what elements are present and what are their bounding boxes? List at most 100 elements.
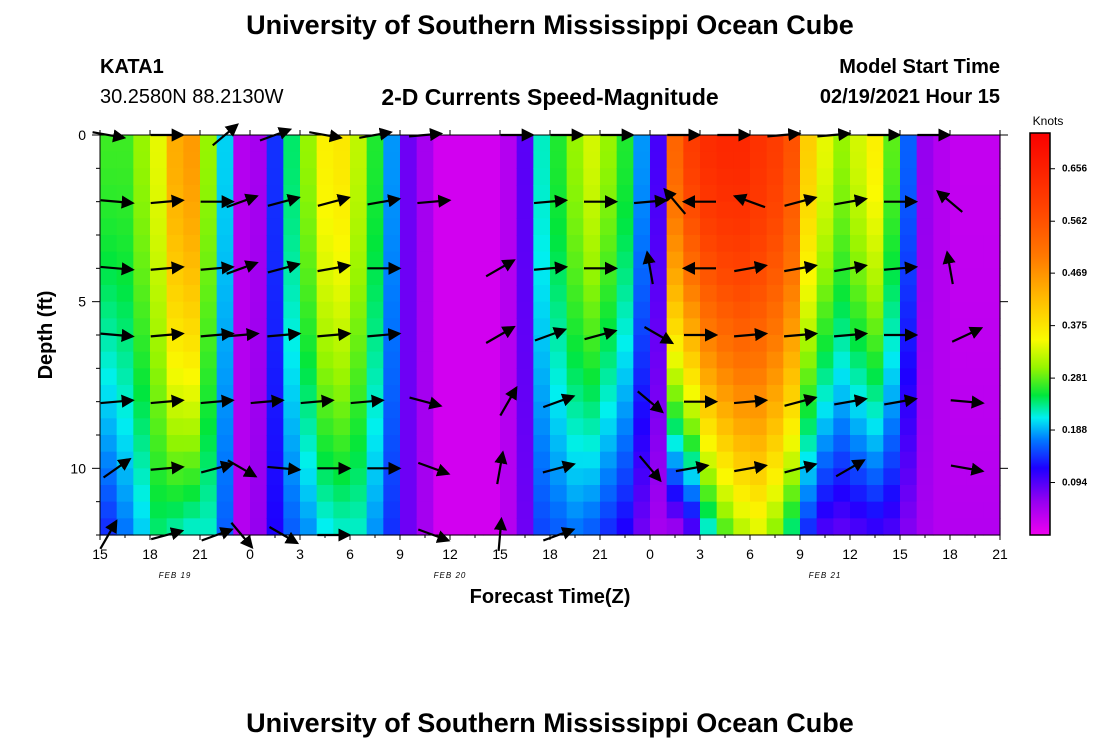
- heatmap-cell: [900, 185, 918, 203]
- heatmap-cell: [900, 151, 918, 169]
- heatmap-cell: [616, 485, 634, 503]
- heatmap-cell: [316, 301, 334, 319]
- heatmap-cell: [533, 151, 551, 169]
- heatmap-cell: [883, 201, 901, 219]
- heatmap-cell: [216, 285, 234, 303]
- heatmap-cell: [850, 235, 868, 253]
- heatmap-cell: [250, 301, 268, 319]
- heatmap-cell: [883, 301, 901, 319]
- heatmap-cell: [750, 235, 768, 253]
- current-vector: [942, 250, 956, 285]
- chart-title: 2-D Currents Speed-Magnitude: [381, 84, 719, 110]
- heatmap-cell: [200, 218, 218, 236]
- current-vector: [200, 460, 235, 474]
- heatmap-cell: [233, 351, 251, 369]
- heatmap-cell: [783, 235, 801, 253]
- heatmap-cell: [383, 351, 401, 369]
- heatmap-cell: [633, 418, 651, 436]
- heatmap-cell: [516, 518, 534, 536]
- heatmap-cell: [400, 418, 418, 436]
- heatmap-cell: [783, 185, 801, 203]
- heatmap-cell: [366, 435, 384, 453]
- heatmap-cell: [350, 168, 368, 186]
- heatmap-cell: [300, 151, 318, 169]
- heatmap-cell: [500, 501, 518, 519]
- heatmap-cell: [516, 351, 534, 369]
- heatmap-cell: [683, 185, 701, 203]
- heatmap-cell: [450, 385, 468, 403]
- heatmap-cell: [850, 285, 868, 303]
- heatmap-cell: [833, 501, 851, 519]
- heatmap-cell: [350, 235, 368, 253]
- heatmap-cell: [283, 501, 301, 519]
- heatmap-cell: [850, 335, 868, 353]
- heatmap-cell: [866, 285, 884, 303]
- heatmap-cell: [950, 218, 968, 236]
- heatmap-cell: [866, 268, 884, 286]
- heatmap-cell: [716, 418, 734, 436]
- heatmap-cell: [733, 385, 751, 403]
- heatmap-cell: [500, 185, 518, 203]
- heatmap-cell: [483, 501, 501, 519]
- heatmap-cell: [833, 351, 851, 369]
- heatmap-cell: [933, 468, 951, 486]
- heatmap-cell: [266, 485, 284, 503]
- heatmap-cell: [883, 368, 901, 386]
- heatmap-cell: [966, 385, 984, 403]
- heatmap-cell: [616, 268, 634, 286]
- heatmap-cell: [733, 268, 751, 286]
- heatmap-cell: [500, 435, 518, 453]
- heatmap-cell: [733, 135, 751, 153]
- heatmap-cell: [566, 501, 584, 519]
- heatmap-cell: [916, 168, 934, 186]
- current-vector: [200, 261, 235, 275]
- current-vector: [643, 326, 675, 345]
- heatmap-cell: [883, 351, 901, 369]
- x-tick-label: 18: [542, 546, 558, 562]
- heatmap-cell: [216, 435, 234, 453]
- heatmap-cell: [516, 385, 534, 403]
- heatmap-cell: [666, 385, 684, 403]
- heatmap-cell: [150, 501, 168, 519]
- heatmap-cell: [950, 501, 968, 519]
- heatmap-cell: [516, 185, 534, 203]
- heatmap-cell: [366, 201, 384, 219]
- x-tick-label: 0: [246, 546, 254, 562]
- current-vector: [784, 460, 818, 474]
- heatmap-cell: [200, 518, 218, 536]
- heatmap-cell: [733, 435, 751, 453]
- heatmap-cell: [350, 385, 368, 403]
- heatmap-cell: [416, 368, 434, 386]
- heatmap-cell: [266, 401, 284, 419]
- heatmap-cell: [950, 235, 968, 253]
- heatmap-cell: [366, 135, 384, 153]
- heatmap-cell: [766, 268, 784, 286]
- heatmap-cell: [400, 401, 418, 419]
- current-vector: [834, 260, 868, 274]
- heatmap-cell: [983, 501, 1001, 519]
- heatmap-cell: [416, 168, 434, 186]
- heatmap-cell: [316, 335, 334, 353]
- heatmap-cell: [433, 451, 451, 469]
- heatmap-cell: [650, 418, 668, 436]
- heatmap-cell: [750, 185, 768, 203]
- heatmap-cell: [250, 418, 268, 436]
- heatmap-cell: [800, 518, 818, 536]
- heatmap-cell: [583, 485, 601, 503]
- heatmap-cell: [383, 435, 401, 453]
- heatmap-cell: [450, 185, 468, 203]
- heatmap-cell: [183, 285, 201, 303]
- heatmap-cell: [583, 318, 601, 336]
- current-vector: [200, 394, 235, 408]
- heatmap-cell: [650, 201, 668, 219]
- heatmap-cell: [333, 168, 351, 186]
- heatmap-cell: [833, 168, 851, 186]
- heatmap-cell: [150, 168, 168, 186]
- current-vector: [542, 460, 576, 474]
- current-vector: [226, 193, 259, 209]
- heatmap-cell: [966, 501, 984, 519]
- heatmap-cell: [683, 268, 701, 286]
- heatmap-cell: [100, 235, 118, 253]
- heatmap-cell: [866, 385, 884, 403]
